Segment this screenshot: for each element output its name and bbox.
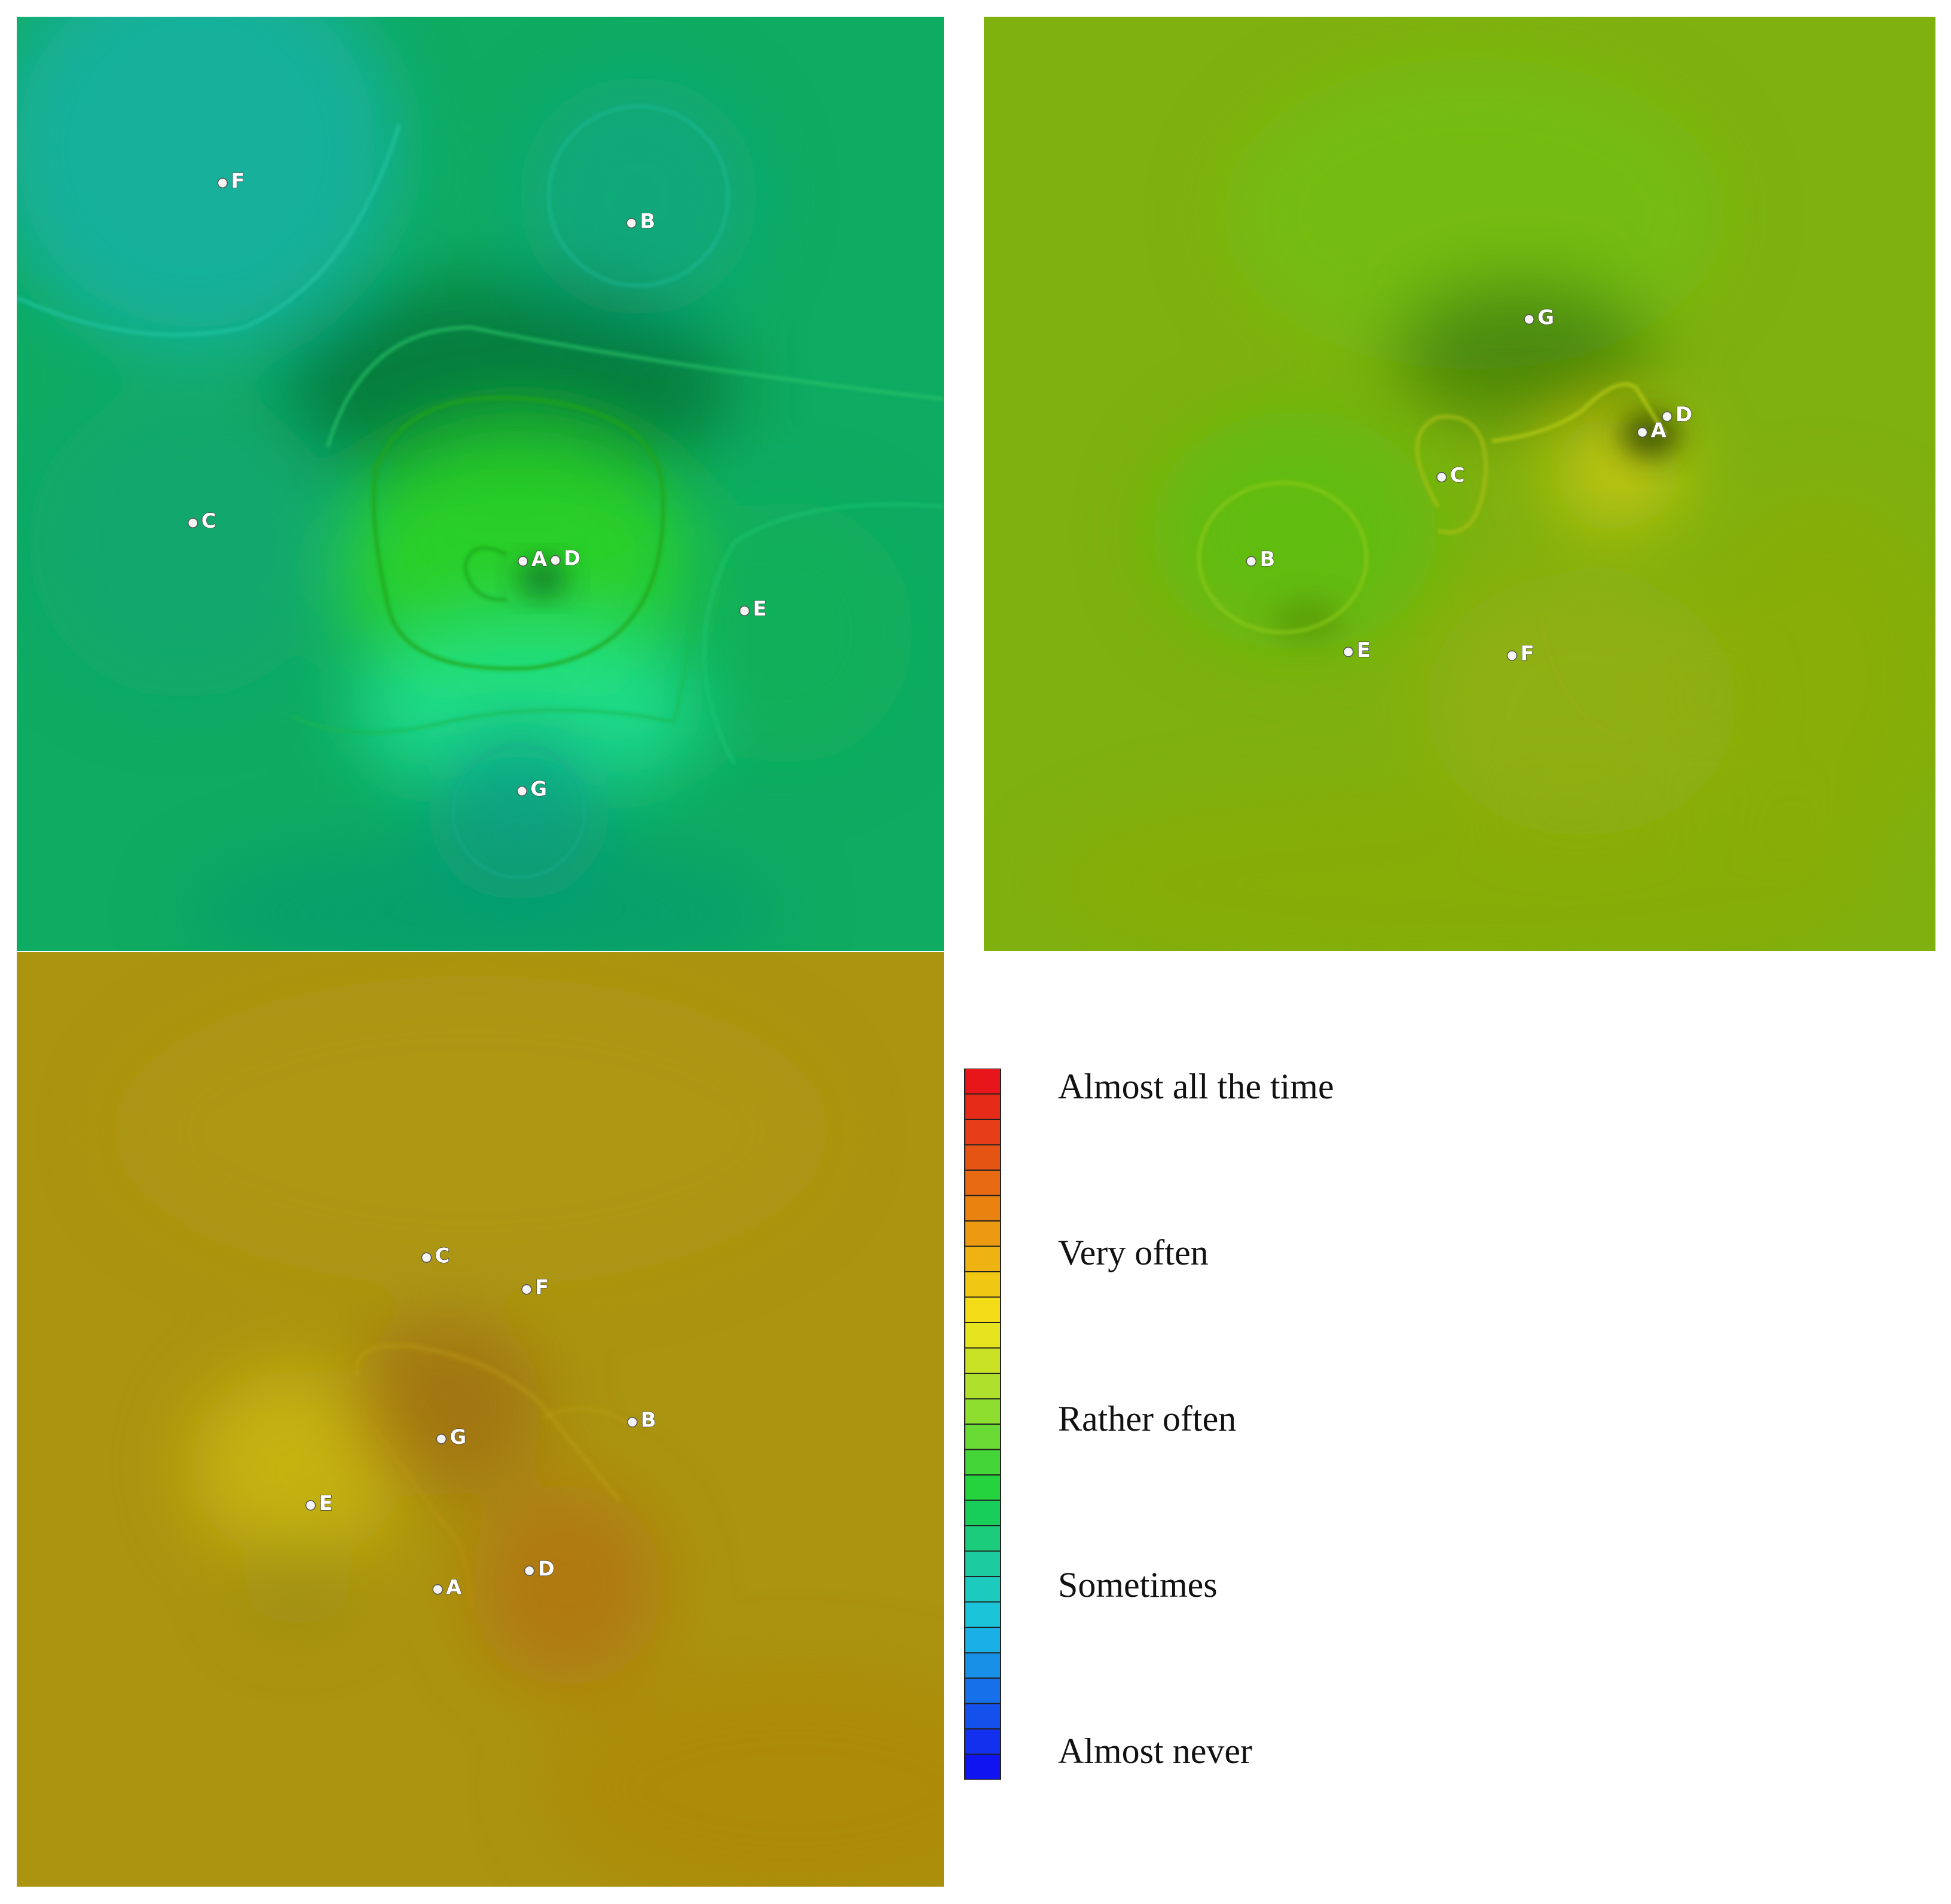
legend-swatch (964, 1474, 1001, 1501)
point-label-c: C (435, 1244, 450, 1268)
legend-swatch (964, 1093, 1001, 1120)
point-marker-g (1524, 314, 1534, 325)
legend-label-3: Sometimes (1058, 1565, 1218, 1605)
point-label-d: D (564, 547, 580, 571)
point-label-e: E (1357, 638, 1371, 662)
point-marker-c (187, 518, 198, 528)
point-marker-d (1662, 411, 1672, 422)
legend-swatch (964, 1627, 1001, 1654)
legend-swatch (964, 1499, 1001, 1526)
legend-swatch (964, 1601, 1001, 1628)
legend-swatch (964, 1424, 1001, 1450)
point-marker-c (1436, 472, 1447, 483)
point-label-a: A (1651, 419, 1667, 443)
point-marker-b (626, 218, 637, 229)
legend-label-4: Almost never (1058, 1731, 1252, 1771)
point-label-b: B (640, 209, 655, 233)
legend-swatch (964, 1220, 1001, 1247)
legend-swatch (964, 1525, 1001, 1552)
legend-label-1: Very often (1058, 1233, 1209, 1272)
legend-swatch (964, 1373, 1001, 1400)
point-label-a: A (446, 1576, 462, 1600)
legend-swatch (964, 1322, 1001, 1349)
legend-swatch (964, 1347, 1001, 1374)
map-panel-top-left-surface: F B C A D E G (17, 17, 944, 951)
point-marker-e (739, 605, 750, 616)
legend-swatch (964, 1195, 1001, 1222)
legend-color-bar (964, 1069, 1001, 1780)
legend-swatch (964, 1703, 1001, 1729)
point-label-e: E (753, 597, 767, 621)
point-marker-a (518, 556, 528, 567)
legend-swatch (964, 1069, 1001, 1095)
point-label-f: F (231, 169, 244, 193)
point-label-b: B (641, 1409, 656, 1432)
color-legend: Almost all the time Very often Rather of… (964, 1069, 1860, 1786)
point-marker-a (1637, 427, 1648, 438)
legend-swatch (964, 1678, 1001, 1704)
legend-swatch (964, 1576, 1001, 1603)
point-marker-f (1506, 650, 1518, 661)
point-marker-c (421, 1252, 432, 1263)
legend-swatch (964, 1728, 1001, 1755)
point-marker-d (550, 555, 561, 566)
point-marker-f (217, 177, 228, 188)
legend-swatch (964, 1144, 1001, 1171)
point-label-f: F (1521, 642, 1534, 666)
legend-swatch (964, 1449, 1001, 1476)
point-marker-b (1246, 556, 1257, 567)
point-label-b: B (1259, 547, 1275, 571)
point-label-f: F (535, 1276, 549, 1300)
point-marker-f (521, 1284, 532, 1295)
legend-label-0: Almost all the time (1058, 1067, 1334, 1106)
point-marker-b (627, 1416, 638, 1428)
point-label-g: G (1537, 305, 1554, 329)
point-marker-g (436, 1434, 447, 1444)
point-marker-a (432, 1584, 443, 1595)
legend-swatch (964, 1245, 1001, 1272)
legend-swatch (964, 1170, 1001, 1196)
map-panel-bottom-left-surface: C F B G E D A (17, 952, 944, 1887)
legend-swatch (964, 1398, 1001, 1425)
point-label-e: E (319, 1492, 333, 1516)
legend-swatch (964, 1271, 1001, 1298)
map-panel-top-right-surface: G DA C B E F (984, 17, 1935, 951)
legend-swatch (964, 1550, 1001, 1577)
point-label-c: C (1450, 464, 1465, 488)
point-marker-e (305, 1500, 316, 1511)
point-marker-g (516, 785, 528, 797)
point-label-d: D (538, 1557, 555, 1581)
point-label-a: A (531, 547, 548, 571)
legend-swatch (964, 1296, 1001, 1323)
point-label-g: G (530, 777, 547, 801)
legend-swatch (964, 1753, 1001, 1780)
point-label-d: D (1675, 403, 1692, 427)
legend-swatch (964, 1652, 1001, 1679)
point-label-c: C (201, 509, 216, 533)
point-marker-e (1343, 647, 1354, 657)
point-label-g: G (449, 1425, 466, 1449)
point-marker-d (524, 1565, 535, 1577)
legend-swatch (964, 1119, 1001, 1146)
legend-label-2: Rather often (1058, 1399, 1237, 1438)
map-panel-bottom-left: C F B G E D A (17, 952, 944, 1887)
